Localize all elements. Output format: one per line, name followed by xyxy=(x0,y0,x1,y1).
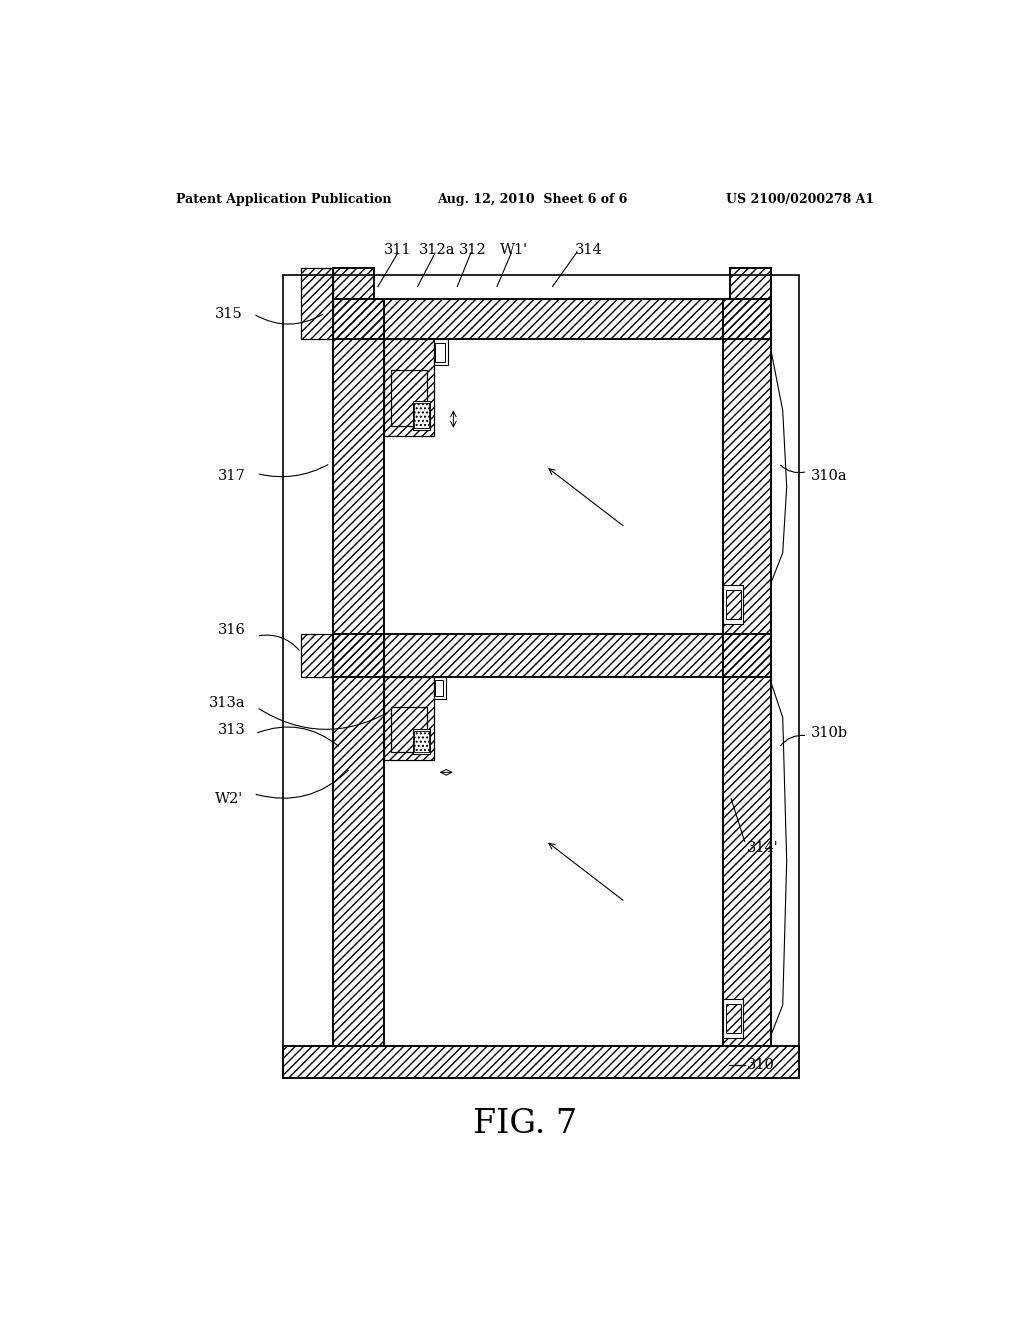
Text: 312: 312 xyxy=(460,243,487,257)
Bar xyxy=(301,268,333,339)
Text: 313a: 313a xyxy=(209,696,246,710)
Text: Aug. 12, 2010  Sheet 6 of 6: Aug. 12, 2010 Sheet 6 of 6 xyxy=(437,193,628,206)
Bar xyxy=(723,298,771,1045)
Text: FIG. 7: FIG. 7 xyxy=(473,1107,577,1140)
Bar xyxy=(391,708,427,752)
Text: 312a: 312a xyxy=(419,243,456,257)
Text: 310b: 310b xyxy=(811,726,848,739)
Text: 317: 317 xyxy=(218,469,246,483)
Bar xyxy=(726,1005,740,1032)
Bar xyxy=(384,339,723,634)
Bar xyxy=(435,680,443,696)
Bar xyxy=(384,677,433,760)
Bar xyxy=(384,677,723,1045)
Bar xyxy=(391,370,427,426)
Bar xyxy=(413,401,430,430)
Bar xyxy=(415,731,429,752)
Bar xyxy=(333,634,771,677)
Bar xyxy=(333,298,384,1045)
Bar xyxy=(283,276,799,1078)
Bar xyxy=(729,268,771,298)
Text: 316: 316 xyxy=(217,623,246,638)
Text: 311: 311 xyxy=(384,243,412,257)
Bar xyxy=(723,999,743,1038)
Bar xyxy=(413,729,430,754)
Text: 315: 315 xyxy=(215,308,243,321)
Text: 314: 314 xyxy=(574,243,602,257)
Text: 314': 314' xyxy=(748,841,779,854)
Bar xyxy=(433,677,446,700)
Text: US 2100/0200278 A1: US 2100/0200278 A1 xyxy=(726,193,873,206)
Bar xyxy=(723,585,743,624)
Text: Patent Application Publication: Patent Application Publication xyxy=(176,193,391,206)
Bar xyxy=(283,1045,799,1078)
Bar xyxy=(726,590,740,619)
Text: W1': W1' xyxy=(501,243,528,257)
Bar xyxy=(433,339,447,364)
Bar xyxy=(415,404,429,428)
Bar xyxy=(333,298,771,339)
Bar xyxy=(301,634,333,677)
Bar xyxy=(333,268,374,298)
Text: W2': W2' xyxy=(215,792,243,805)
Bar xyxy=(384,339,433,436)
Text: 313: 313 xyxy=(217,722,246,737)
Bar xyxy=(435,343,444,362)
Text: 310a: 310a xyxy=(811,469,847,483)
Text: 310: 310 xyxy=(748,1059,775,1072)
